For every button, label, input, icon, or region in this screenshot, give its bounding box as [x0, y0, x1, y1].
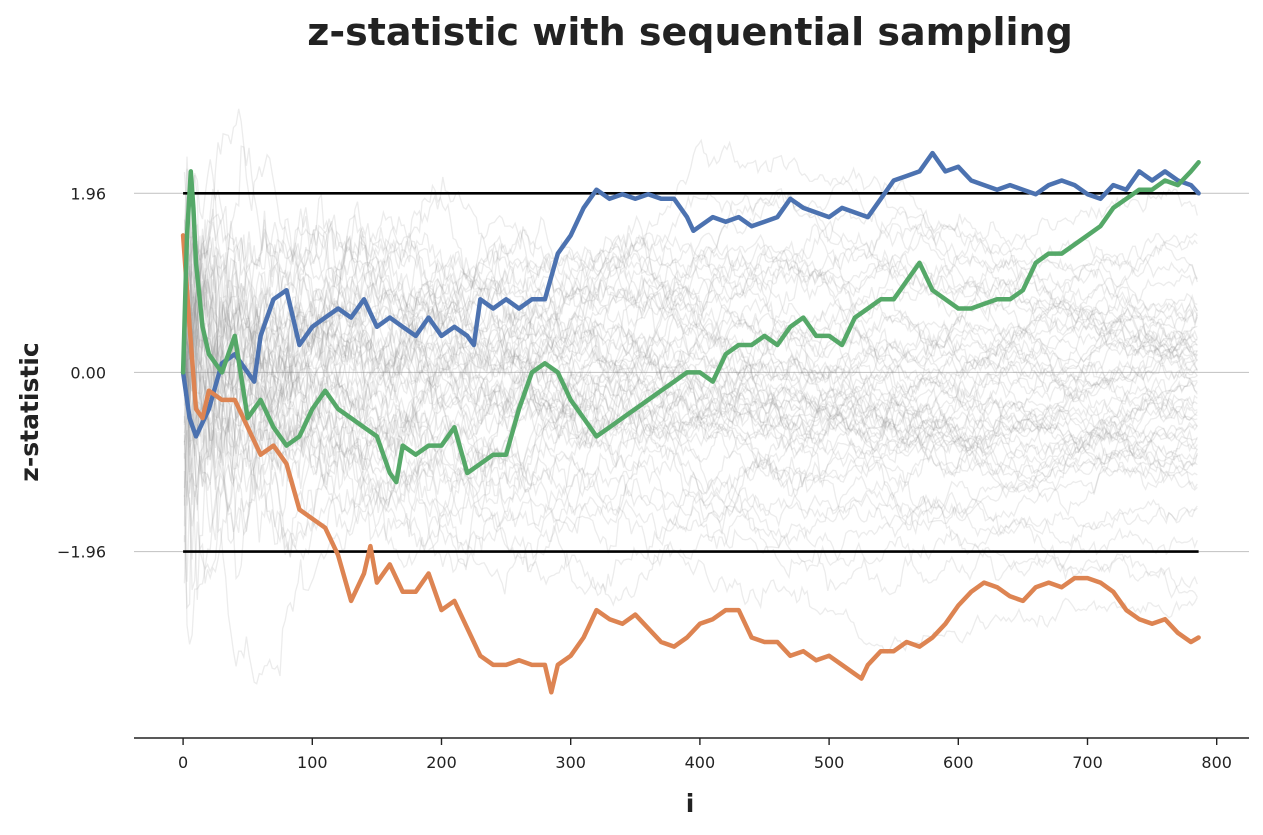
background-path: [183, 235, 1198, 528]
background-path: [183, 231, 1198, 481]
background-path: [183, 292, 1198, 517]
x-tick-label: 500: [814, 753, 845, 772]
background-path: [183, 339, 1198, 533]
background-path: [183, 243, 1198, 654]
background-path: [183, 193, 1198, 409]
background-path: [183, 255, 1198, 435]
y-tick-label: 0.00: [70, 363, 106, 382]
background-path: [183, 381, 1198, 593]
background-path: [183, 323, 1198, 582]
background-path: [183, 247, 1198, 439]
background-path: [183, 248, 1198, 545]
background-path: [183, 156, 1198, 355]
x-tick-label: 100: [297, 753, 328, 772]
series-line: [180, 150, 1201, 439]
background-path: [183, 322, 1198, 536]
background-path: [183, 311, 1198, 610]
background-path: [183, 284, 1198, 598]
background-path: [183, 192, 1198, 425]
background-path: [183, 219, 1198, 437]
background-path: [183, 289, 1198, 461]
background-path: [183, 172, 1198, 385]
background-path: [183, 415, 1198, 645]
background-path: [183, 296, 1198, 600]
background-path: [183, 267, 1198, 527]
background-path: [183, 291, 1198, 489]
series-group: [180, 150, 1201, 695]
background-paths: [183, 108, 1198, 685]
background-path: [183, 329, 1198, 495]
background-path: [183, 310, 1198, 574]
background-path: [183, 228, 1198, 489]
x-axis-ticks: 0 100 200 300 400 500 600 700 800: [178, 738, 1232, 772]
background-path: [183, 295, 1198, 475]
background-path: [183, 247, 1198, 391]
x-tick-label: 0: [178, 753, 188, 772]
y-tick-label: 1.96: [70, 184, 106, 203]
chart-title: z-statistic with sequential sampling: [307, 10, 1073, 54]
x-tick-label: 400: [685, 753, 716, 772]
x-tick-label: 700: [1072, 753, 1103, 772]
series-line: [180, 233, 1201, 695]
background-path: [183, 281, 1198, 513]
background-path: [183, 230, 1198, 498]
background-path: [183, 281, 1198, 519]
background-path: [183, 207, 1198, 375]
background-path: [183, 258, 1198, 590]
background-path: [183, 277, 1198, 537]
background-path: [183, 210, 1198, 412]
y-axis-ticks: −1.96 0.00 1.96: [57, 184, 106, 561]
background-path: [183, 219, 1198, 506]
background-path: [183, 228, 1198, 457]
background-path: [183, 356, 1198, 595]
x-tick-label: 600: [943, 753, 974, 772]
background-path: [183, 191, 1198, 446]
background-path: [183, 287, 1198, 491]
background-path: [183, 297, 1198, 607]
background-path: [183, 244, 1198, 569]
background-path: [183, 201, 1198, 455]
background-path: [183, 145, 1198, 527]
y-axis-label: z-statistic: [15, 342, 44, 481]
series-line: [180, 160, 1201, 485]
background-path: [183, 191, 1198, 584]
background-path: [183, 168, 1198, 423]
x-tick-label: 300: [555, 753, 586, 772]
background-path: [183, 108, 1198, 425]
background-path: [183, 249, 1198, 524]
background-path: [183, 247, 1198, 468]
background-path: [183, 219, 1198, 497]
y-tick-label: −1.96: [57, 543, 106, 562]
background-path: [183, 249, 1198, 487]
x-tick-label: 200: [426, 753, 457, 772]
background-path: [183, 159, 1198, 471]
background-path: [183, 323, 1198, 516]
background-path: [183, 242, 1198, 557]
x-axis-label: i: [686, 789, 695, 818]
background-path: [183, 312, 1198, 685]
x-tick-label: 800: [1201, 753, 1232, 772]
